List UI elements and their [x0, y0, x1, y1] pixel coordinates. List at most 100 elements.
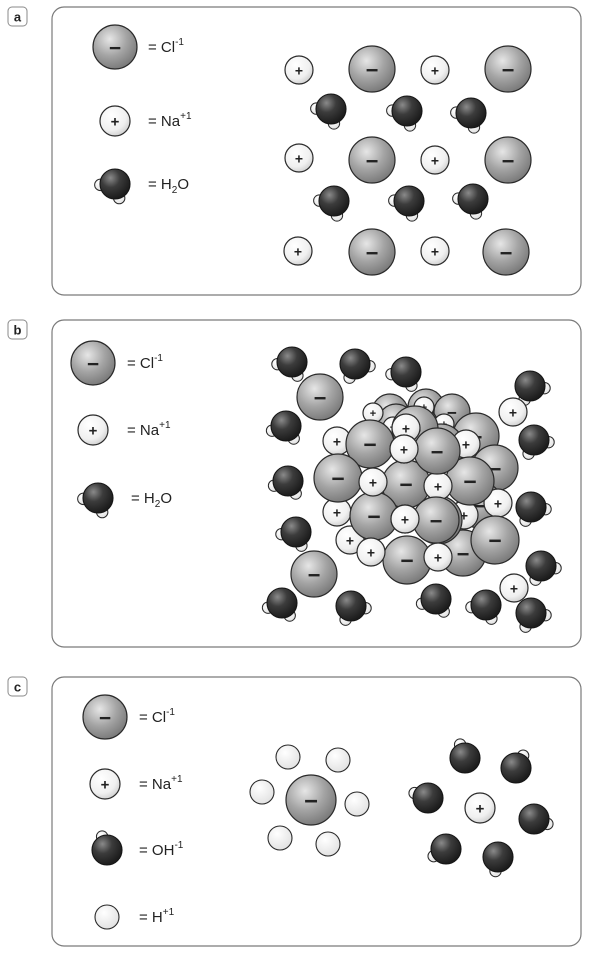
- plus-sign: +: [346, 532, 354, 548]
- hydrogen-ion: [315, 831, 341, 857]
- sodium-ion: +: [358, 467, 388, 497]
- panel-a-frame: [51, 6, 582, 296]
- chloride-ion: −: [482, 228, 530, 276]
- chloride-ion-sphere: [70, 340, 116, 386]
- water-molecule: [388, 185, 425, 222]
- oxygen-atom: [518, 803, 550, 835]
- chloride-ion: −: [348, 136, 396, 184]
- minus-sign: −: [87, 353, 99, 376]
- legend-item-chloride: − = Cl-1: [82, 694, 175, 740]
- water-molecule: [339, 348, 376, 384]
- sodium-ion-sphere: [89, 768, 121, 800]
- minus-sign: −: [400, 548, 413, 574]
- oxygen-atom: [515, 491, 547, 523]
- plus-sign: +: [333, 504, 341, 520]
- chloride-icon: −: [82, 694, 128, 740]
- hydrogen-ion: [249, 779, 275, 805]
- minus-sign: −: [463, 469, 476, 495]
- sodium-ion-sphere: [358, 467, 388, 497]
- chloride-ion-sphere: [348, 136, 396, 184]
- chloride-ion: −: [412, 496, 460, 544]
- minus-sign: −: [363, 432, 376, 458]
- legend-item-sodium: + = Na+1: [77, 414, 171, 446]
- plus-sign: +: [434, 549, 442, 565]
- oxygen-atom: [266, 587, 298, 619]
- plus-sign: +: [494, 495, 502, 511]
- panel-c-legend: − = Cl-1 + = Na+1 = OH-1 = H+1: [82, 694, 184, 930]
- sodium-ion: +: [420, 145, 450, 175]
- oxygen-atom: [391, 95, 423, 127]
- oxygen-atom: [482, 841, 514, 873]
- plus-sign: +: [401, 511, 409, 527]
- legend-label-chloride: = Cl-1: [148, 37, 184, 56]
- sodium-ion: +: [389, 434, 419, 464]
- oxygen-atom: [515, 597, 547, 629]
- chloride-ion-sphere: [82, 694, 128, 740]
- plus-sign: +: [333, 433, 341, 449]
- oxygen-atom: [430, 833, 462, 865]
- panel-a-legend: − = Cl-1 + = Na+1 = H2O: [92, 24, 192, 205]
- plus-sign: +: [294, 243, 302, 259]
- oxygen-atom: [449, 742, 481, 774]
- plus-sign: +: [89, 423, 98, 440]
- water-molecule: [525, 550, 562, 586]
- chloride-ion-sphere: [92, 24, 138, 70]
- chloride-ion: −: [348, 228, 396, 276]
- minus-sign: −: [314, 385, 327, 410]
- chloride-icon: −: [92, 24, 138, 70]
- plus-sign: +: [431, 152, 439, 168]
- water-molecule: [261, 587, 298, 622]
- water-molecule: [271, 346, 308, 382]
- legend-item-water: = H2O: [94, 168, 189, 205]
- sodium-ion-sphere: [499, 573, 529, 603]
- minus-sign: −: [488, 528, 501, 554]
- legend-label-chloride: = Cl-1: [139, 707, 175, 726]
- minus-sign: −: [502, 148, 515, 173]
- oxygen-atom: [99, 168, 131, 200]
- water-molecule: [518, 424, 555, 460]
- plus-sign: +: [367, 544, 375, 560]
- oxygen-atom: [393, 185, 425, 217]
- chloride-icon: −: [70, 340, 116, 386]
- hydrogen-ion: [267, 825, 293, 851]
- panel-b-tag: b: [14, 323, 22, 338]
- water-molecule: [515, 597, 552, 633]
- legend-label-hydroxide: = OH-1: [139, 840, 184, 859]
- panel-a-tag-box: [7, 6, 28, 27]
- chloride-ion: −: [313, 453, 363, 503]
- sodium-ion-sphere: [284, 143, 314, 173]
- water-molecule: [335, 590, 372, 626]
- sodium-ion-sphere: [420, 55, 450, 85]
- oxygen-atom: [82, 482, 114, 514]
- sodium-ion: +: [464, 792, 496, 824]
- water-icon: [77, 482, 114, 519]
- plus-sign: +: [431, 62, 439, 78]
- water-molecule: [415, 583, 452, 618]
- sodium-ion: +: [420, 55, 450, 85]
- oxygen-atom: [270, 410, 302, 442]
- legend-label-sodium: = Na+1: [127, 420, 171, 439]
- hydrogen-icon: [94, 904, 120, 930]
- hydroxide-ion: [500, 749, 532, 784]
- chloride-ion-sphere: [484, 136, 532, 184]
- sodium-ion: +: [356, 537, 386, 567]
- hydroxide-ion: [482, 841, 514, 878]
- legend-item-chloride: − = Cl-1: [92, 24, 184, 70]
- panel-c-solvation-shells: − +: [249, 738, 554, 878]
- minus-sign: −: [500, 240, 513, 265]
- minus-sign: −: [366, 240, 379, 265]
- sodium-ion: +: [423, 542, 453, 572]
- hydroxide-ion: [427, 833, 462, 865]
- chloride-ion-sphere: [290, 550, 338, 598]
- panel-b-tag-box: [7, 319, 28, 340]
- panel-c: c − = Cl-1+ = Na+1= OH-1= H+1 − +: [7, 676, 582, 947]
- hydrogen-ion: [344, 791, 370, 817]
- minus-sign: −: [366, 148, 379, 173]
- oxygen-atom: [514, 370, 546, 402]
- chloride-ion: −: [290, 550, 338, 598]
- panel-b: b −= Cl-1+= Na+1= H2O −−++−−−−−++++−−−−−…: [7, 319, 582, 648]
- chloride-ion-sphere: [348, 228, 396, 276]
- oxygen-atom: [318, 185, 350, 217]
- panel-a-ion-lattice: − − − − − − + + + + + +: [283, 45, 532, 276]
